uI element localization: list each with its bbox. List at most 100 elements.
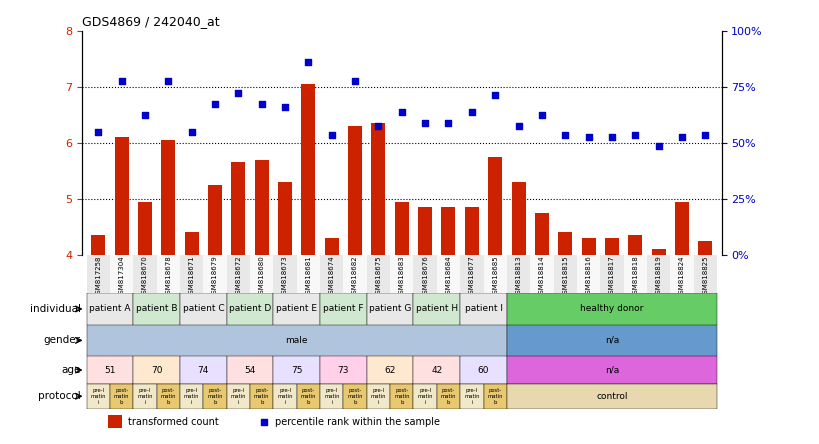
Point (418, 120, 431, 127)
Text: post-
matin
b: post- matin b (301, 388, 316, 404)
Bar (184, 232, 198, 255)
Bar (511, 182, 525, 255)
Text: patient I: patient I (464, 305, 502, 313)
Bar (394, 202, 409, 255)
Text: control: control (595, 392, 627, 401)
Text: GSM818676: GSM818676 (422, 256, 428, 298)
Point (278, 103, 292, 110)
Bar (296, 255, 319, 293)
Point (675, 134, 688, 141)
Bar (208, 185, 222, 255)
Bar (273, 356, 319, 384)
Text: pre-I
matin
i: pre-I matin i (417, 388, 432, 404)
Bar (250, 384, 273, 408)
Bar (231, 163, 245, 255)
Bar (651, 249, 665, 255)
Text: GSM818677: GSM818677 (468, 256, 474, 298)
Bar (180, 293, 226, 325)
Bar (366, 356, 413, 384)
Bar (506, 325, 716, 356)
Bar (577, 255, 600, 293)
Bar (107, 415, 121, 428)
Text: healthy donor: healthy donor (580, 305, 643, 313)
Text: 74: 74 (197, 365, 209, 375)
Point (464, 109, 477, 116)
Point (115, 78, 128, 85)
Bar (226, 356, 273, 384)
Bar (459, 255, 483, 293)
Text: GSM818671: GSM818671 (188, 256, 194, 298)
Bar (87, 356, 133, 384)
Text: 51: 51 (104, 365, 115, 375)
Bar (530, 255, 553, 293)
Text: pre-I
matin
i: pre-I matin i (183, 388, 199, 404)
Text: pre-I
matin
i: pre-I matin i (230, 388, 246, 404)
Bar (138, 202, 152, 255)
Point (232, 89, 245, 96)
Text: post-
matin
b: post- matin b (254, 388, 269, 404)
Bar (669, 255, 693, 293)
Bar (133, 293, 180, 325)
Bar (278, 182, 292, 255)
Bar (581, 238, 595, 255)
Bar (156, 384, 180, 408)
Bar (180, 356, 226, 384)
Bar (273, 255, 296, 293)
Bar (87, 384, 110, 408)
Bar (255, 160, 269, 255)
Point (604, 134, 618, 141)
Bar (459, 293, 506, 325)
Text: GSM818681: GSM818681 (305, 256, 311, 298)
Bar (250, 255, 273, 293)
Text: protocol: protocol (38, 391, 81, 401)
Text: GSM818679: GSM818679 (212, 256, 218, 298)
Text: age: age (61, 365, 81, 375)
Bar (413, 293, 459, 325)
Text: post-
matin
b: post- matin b (347, 388, 363, 404)
Bar (319, 255, 343, 293)
Bar (506, 356, 716, 384)
Bar (437, 255, 459, 293)
Bar (487, 157, 501, 255)
Text: 60: 60 (477, 365, 489, 375)
Bar (133, 384, 156, 408)
Bar (87, 255, 110, 293)
Bar (343, 384, 366, 408)
Text: GSM818685: GSM818685 (491, 256, 498, 298)
Bar (91, 235, 105, 255)
Bar (324, 238, 338, 255)
Text: individual: individual (29, 304, 81, 314)
Text: GSM818825: GSM818825 (701, 256, 708, 298)
Text: 62: 62 (384, 365, 396, 375)
Text: GDS4869 / 242040_at: GDS4869 / 242040_at (82, 16, 219, 28)
Bar (464, 207, 478, 255)
Text: post-
matin
b: post- matin b (394, 388, 409, 404)
Bar (483, 255, 506, 293)
Text: pre-I
matin
i: pre-I matin i (90, 388, 106, 404)
Text: patient F: patient F (323, 305, 364, 313)
Text: GSM818818: GSM818818 (631, 256, 637, 298)
Bar (226, 293, 273, 325)
Bar (413, 384, 437, 408)
Bar (366, 255, 390, 293)
Text: 42: 42 (431, 365, 442, 375)
Point (257, 418, 270, 425)
Text: patient A: patient A (89, 305, 130, 313)
Point (535, 111, 548, 119)
Text: GSM818678: GSM818678 (165, 256, 171, 298)
Text: patient B: patient B (136, 305, 177, 313)
Bar (133, 255, 156, 293)
Bar (506, 293, 716, 325)
Text: GSM817258: GSM817258 (95, 256, 102, 298)
Point (698, 131, 711, 138)
Bar (319, 293, 366, 325)
Text: 75: 75 (291, 365, 302, 375)
Text: GSM818824: GSM818824 (678, 256, 684, 298)
Point (395, 109, 408, 116)
Bar (534, 213, 548, 255)
Bar (627, 235, 641, 255)
Point (348, 78, 361, 85)
Text: GSM818683: GSM818683 (398, 256, 405, 298)
Point (651, 142, 664, 149)
Bar (161, 140, 175, 255)
